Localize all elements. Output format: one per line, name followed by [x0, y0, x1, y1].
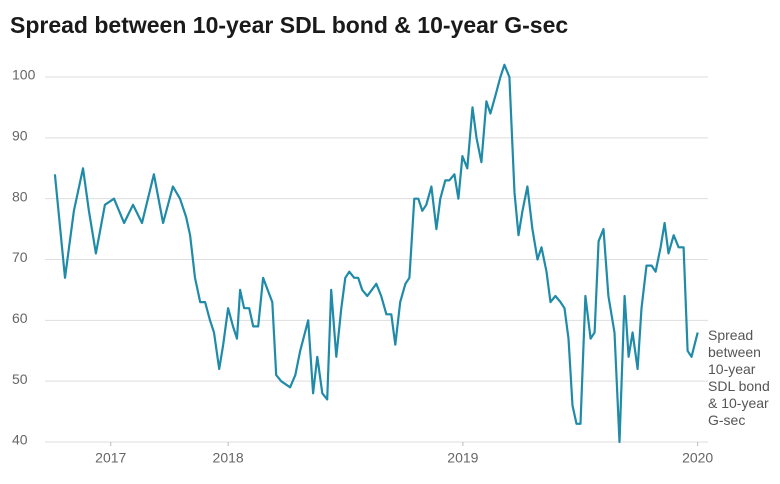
- x-tick-label: 2020: [682, 450, 713, 466]
- y-tick-label: 50: [12, 371, 28, 387]
- x-tick-label: 2017: [95, 450, 126, 466]
- y-tick-label: 100: [12, 67, 36, 83]
- series-label-box: Spread between 10-year SDL bond & 10-yea…: [708, 327, 770, 428]
- x-tick-label: 2018: [213, 450, 244, 466]
- series-label: Spread between 10-year SDL bond & 10-yea…: [708, 327, 770, 428]
- data-line: [53, 63, 699, 444]
- y-tick-label: 60: [12, 310, 28, 326]
- y-tick-label: 90: [12, 128, 28, 144]
- y-tick-label: 70: [12, 249, 28, 265]
- y-tick-label: 40: [12, 432, 28, 448]
- y-tick-label: 80: [12, 188, 28, 204]
- chart-title: Spread between 10-year SDL bond & 10-yea…: [10, 12, 568, 38]
- x-tick-label: 2019: [447, 450, 478, 466]
